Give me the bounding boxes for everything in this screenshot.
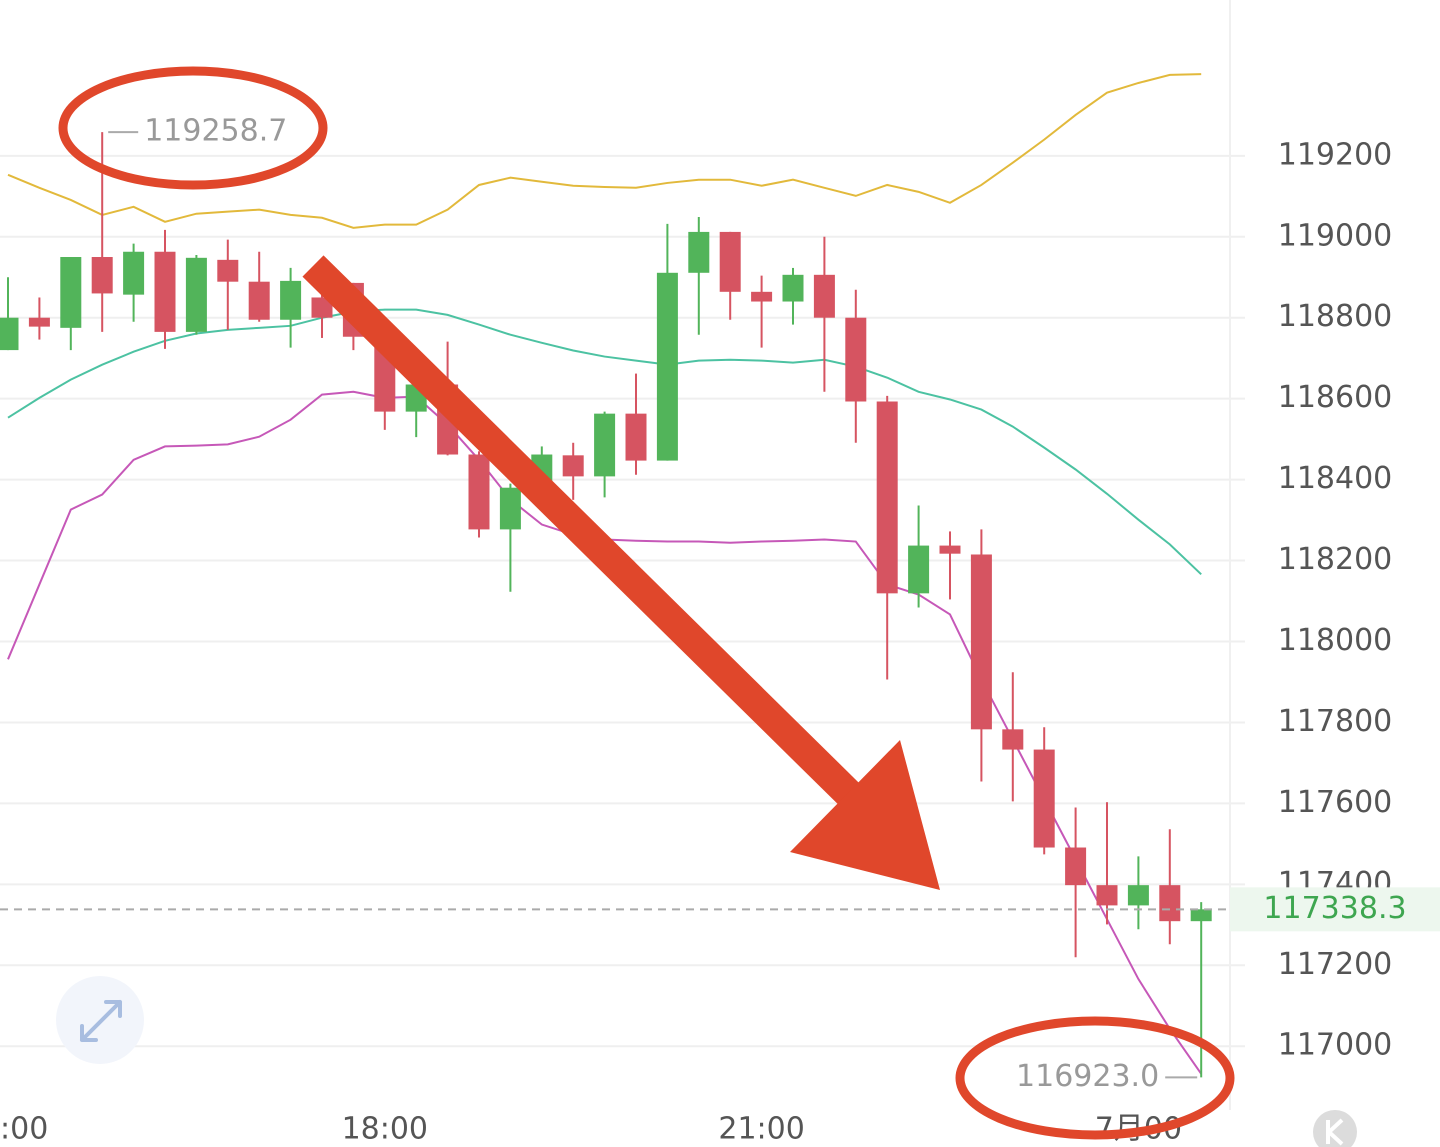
candle-body — [562, 455, 584, 477]
candle-body — [908, 545, 930, 594]
last-price-bg — [1230, 887, 1440, 932]
trend-arrow-shaft — [302, 255, 866, 811]
highlight-ellipse — [58, 66, 328, 190]
candle-body — [1190, 909, 1212, 922]
y-tick-label: 117800 — [1278, 704, 1393, 739]
candle-body — [813, 274, 835, 318]
candle-body — [280, 280, 302, 320]
last-price-label: 117338.3 — [1263, 891, 1406, 926]
x-tick-label: 18:00 — [342, 1112, 428, 1147]
candle-body — [0, 317, 19, 351]
expand-button[interactable] — [56, 976, 144, 1064]
y-tick-label: 117200 — [1278, 947, 1393, 982]
candle-body — [656, 272, 678, 461]
candle-body — [311, 297, 333, 318]
candle-body — [60, 257, 82, 328]
candle-body — [688, 231, 710, 273]
candle-body — [876, 401, 898, 594]
candle-body — [782, 274, 804, 302]
candle-body — [217, 259, 239, 282]
y-tick-label: 118200 — [1278, 542, 1393, 577]
candle-body — [594, 413, 616, 477]
annotation-label: 116923.0 — [1016, 1059, 1159, 1094]
y-tick-label: 117000 — [1278, 1028, 1393, 1063]
candle-body — [625, 413, 647, 461]
candle-body — [123, 251, 145, 295]
candle-body — [185, 257, 207, 332]
candle-body — [1002, 729, 1024, 750]
y-tick-label: 118400 — [1278, 461, 1393, 496]
candle-body — [1065, 847, 1087, 886]
k-icon[interactable] — [1326, 1118, 1344, 1146]
trend-arrow-head — [790, 740, 940, 890]
x-tick-label: 21:00 — [718, 1112, 804, 1147]
highlight-ellipse — [955, 1016, 1235, 1140]
band-line — [7, 308, 1202, 576]
label-layer: 1170001172001174001176001178001180001182… — [0, 114, 1440, 1147]
candle-body — [719, 231, 741, 292]
candle-body — [91, 257, 113, 294]
grid-layer — [0, 154, 1245, 1048]
candle-body — [1127, 885, 1149, 906]
y-tick-label: 119000 — [1278, 218, 1393, 253]
candle-layer — [0, 132, 1212, 1078]
x-tick-label: :00 — [0, 1112, 48, 1147]
y-tick-label: 119200 — [1278, 137, 1393, 172]
annotation-label: 119258.7 — [144, 114, 287, 149]
k-button[interactable] — [1313, 1110, 1357, 1147]
candle-body — [845, 317, 867, 402]
candle-body — [468, 454, 490, 530]
candle-body — [939, 545, 961, 554]
band-line — [7, 73, 1202, 229]
candle-body — [1033, 749, 1055, 848]
candle-body — [970, 554, 992, 730]
y-tick-label: 117600 — [1278, 785, 1393, 820]
candle-body — [751, 291, 773, 302]
candle-body — [28, 317, 50, 327]
y-tick-label: 118000 — [1278, 623, 1393, 658]
candle-body — [499, 487, 521, 530]
candle-body — [1096, 885, 1118, 906]
expand-icon[interactable] — [80, 1000, 122, 1042]
y-tick-label: 118800 — [1278, 299, 1393, 334]
y-tick-label: 118600 — [1278, 380, 1393, 415]
candle-body — [248, 281, 270, 320]
candle-body — [154, 251, 176, 332]
candle-body — [1159, 885, 1181, 922]
